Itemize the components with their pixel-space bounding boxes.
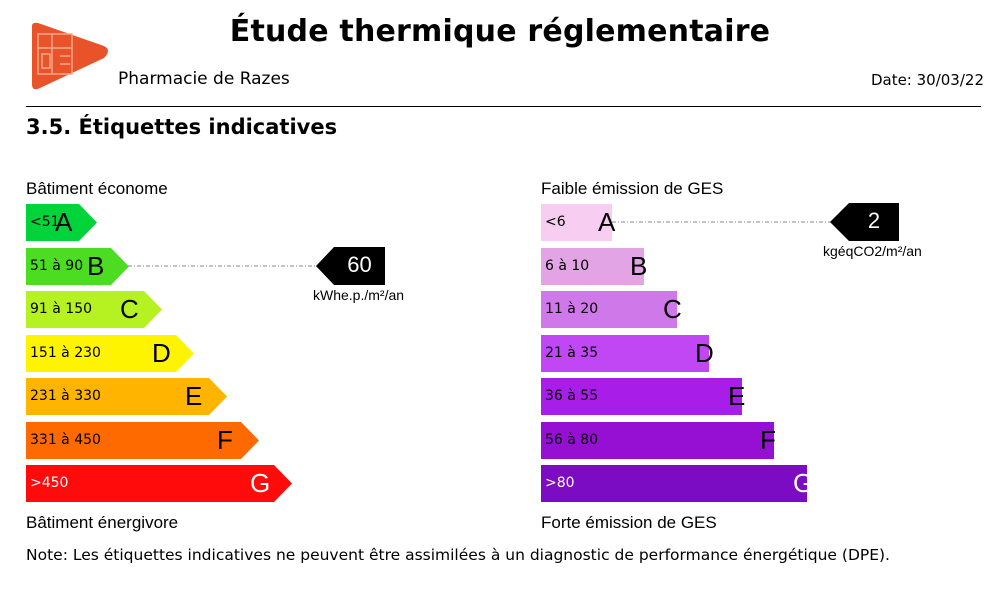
energy-class-e-letter: E bbox=[185, 381, 203, 411]
ges-class-b-letter: B bbox=[630, 251, 648, 281]
ges-class-d: 21 à 35 D bbox=[541, 335, 714, 372]
ges-class-a-bar bbox=[541, 204, 612, 241]
page-title: Étude thermique réglementaire bbox=[229, 14, 771, 49]
ges-class-d-bar bbox=[541, 335, 709, 372]
section-title: 3.5. Étiquettes indicatives bbox=[26, 115, 338, 139]
ges-class-f-letter: F bbox=[760, 425, 776, 455]
ges-class-d-range: 21 à 35 bbox=[545, 345, 599, 361]
ges-class-g-bar bbox=[541, 465, 807, 502]
energy-class-c: 91 à 150 C bbox=[26, 291, 163, 328]
ges-top-label: Faible émission de GES bbox=[541, 179, 724, 198]
energy-value: 60 bbox=[347, 252, 372, 277]
ges-class-g-range: >80 bbox=[545, 475, 575, 491]
ges-class-b-range: 6 à 10 bbox=[545, 258, 590, 274]
ges-class-g: >80 G bbox=[541, 465, 813, 502]
ges-class-e-letter: E bbox=[728, 381, 746, 411]
ges-class-g-letter: G bbox=[793, 468, 814, 498]
energy-class-a-letter: A bbox=[55, 207, 73, 237]
ges-class-f-range: 56 à 80 bbox=[545, 432, 599, 448]
ges-class-c-range: 11 à 20 bbox=[545, 301, 599, 317]
energy-class-g-range: >450 bbox=[30, 475, 69, 491]
energy-class-b-letter: B bbox=[87, 251, 105, 281]
ges-class-c-bar bbox=[541, 291, 677, 328]
energy-class-g-bar bbox=[26, 465, 292, 502]
energy-class-a: <51 A bbox=[26, 204, 98, 241]
energy-bottom-label: Bâtiment énergivore bbox=[26, 513, 179, 532]
ges-unit: kgéqCO2/m²/an bbox=[823, 243, 922, 259]
project-name: Pharmacie de Razes bbox=[118, 69, 290, 89]
energy-class-b-bar bbox=[26, 248, 129, 285]
ges-class-e-range: 36 à 55 bbox=[545, 388, 599, 404]
company-logo bbox=[32, 22, 108, 90]
energy-class-c-range: 91 à 150 bbox=[30, 301, 93, 317]
energy-class-f-letter: F bbox=[217, 425, 233, 455]
ges-class-a: <6 A bbox=[541, 204, 615, 241]
footnote: Note: Les étiquettes indicatives ne peuv… bbox=[26, 546, 890, 564]
ges-class-c-letter: C bbox=[663, 294, 682, 324]
header-divider bbox=[26, 106, 981, 107]
energy-class-e-bar bbox=[26, 378, 227, 415]
ges-class-a-letter: A bbox=[598, 207, 616, 237]
energy-unit: kWhe.p./m²/an bbox=[313, 287, 405, 303]
ges-class-b: 6 à 10 B bbox=[541, 248, 647, 285]
document-date: Date: 30/03/22 bbox=[870, 71, 984, 89]
energy-class-g: >450 G bbox=[26, 465, 293, 502]
energy-class-f-bar bbox=[26, 422, 259, 459]
ges-class-f: 56 à 80 F bbox=[541, 422, 776, 459]
energy-class-a-range: <51 bbox=[30, 214, 60, 230]
energy-class-d-letter: D bbox=[152, 338, 171, 368]
energy-class-c-letter: C bbox=[120, 294, 139, 324]
energy-class-d-bar bbox=[26, 335, 194, 372]
ges-class-f-bar bbox=[541, 422, 774, 459]
energy-class-b: 51 à 90 B bbox=[26, 248, 130, 285]
energy-class-b-range: 51 à 90 bbox=[30, 258, 84, 274]
ges-class-e-bar bbox=[541, 378, 742, 415]
ges-class-c: 11 à 20 C bbox=[541, 291, 682, 328]
ges-class-d-letter: D bbox=[695, 338, 714, 368]
ges-value: 2 bbox=[867, 208, 881, 233]
ges-class-a-range: <6 bbox=[545, 214, 566, 230]
ges-bottom-label: Forte émission de GES bbox=[541, 513, 717, 532]
energy-class-d: 151 à 230 D bbox=[26, 335, 195, 372]
energy-top-label: Bâtiment économe bbox=[26, 179, 168, 198]
energy-class-c-bar bbox=[26, 291, 162, 328]
energy-class-a-bar bbox=[26, 204, 97, 241]
ges-class-e: 36 à 55 E bbox=[541, 378, 745, 415]
energy-class-f: 331 à 450 F bbox=[26, 422, 260, 459]
energy-class-e: 231 à 330 E bbox=[26, 378, 228, 415]
energy-class-e-range: 231 à 330 bbox=[30, 388, 101, 404]
energy-class-d-range: 151 à 230 bbox=[30, 345, 101, 361]
ges-class-b-bar bbox=[541, 248, 644, 285]
energy-class-g-letter: G bbox=[250, 468, 271, 498]
energy-class-f-range: 331 à 450 bbox=[30, 432, 101, 448]
